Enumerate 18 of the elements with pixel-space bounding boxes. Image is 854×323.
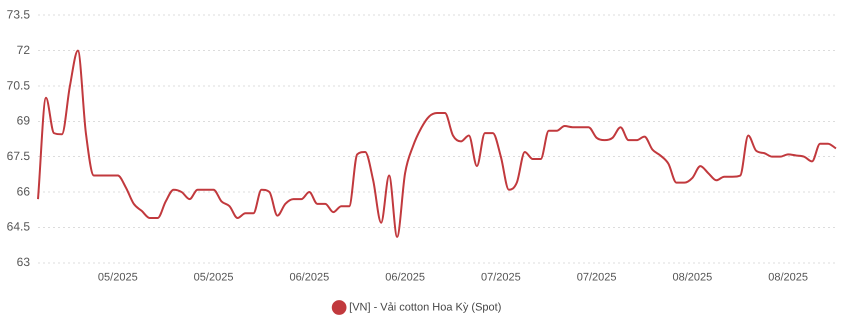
y-tick-label: 64.5 <box>6 220 30 234</box>
x-tick-label: 05/2025 <box>98 271 138 284</box>
y-tick-label: 67.5 <box>6 149 30 163</box>
x-tick-label: 07/2025 <box>576 271 616 284</box>
y-tick-label: 63 <box>16 255 30 270</box>
y-tick-label: 66 <box>16 184 30 198</box>
line-series <box>37 50 837 238</box>
x-tick-label: 06/2025 <box>289 271 330 284</box>
x-tick-label: 08/2025 <box>768 271 808 284</box>
legend-label: [VN] - Vải cotton Hoa Kỳ (Spot) <box>349 302 502 314</box>
x-tick-label: 07/2025 <box>480 271 521 284</box>
x-tick-label: 08/2025 <box>672 271 712 284</box>
y-tick-label: 73.5 <box>6 8 30 22</box>
x-tick-label: 06/2025 <box>385 271 425 284</box>
y-tick-label: 70.5 <box>6 78 30 92</box>
y-tick-label: 69 <box>16 114 30 128</box>
y-tick-label: 72 <box>16 42 30 57</box>
x-tick-label: 05/2025 <box>194 271 234 284</box>
